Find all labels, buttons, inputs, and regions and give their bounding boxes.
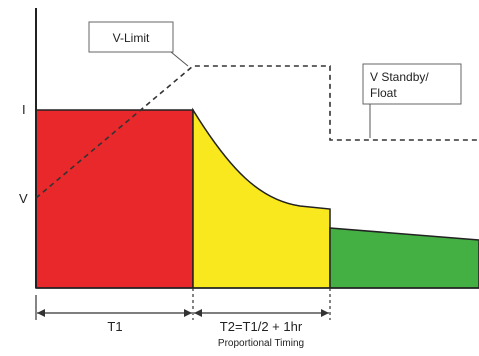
proportional-timing-label: Proportional Timing [218,338,304,349]
v-standby-label-line2: Float [370,86,397,100]
phase-3-region [329,227,479,289]
voltage-axis-label: V [19,191,28,206]
v-standby-label-line1: V Standby/ [370,70,429,84]
v-standby-callout-box [362,63,462,105]
phase-2-region [192,107,331,289]
v-limit-callout-pointer [170,51,189,67]
t1-arrow-right [184,309,192,317]
t1-arrow-left [37,309,45,317]
current-axis-label: I [22,102,26,117]
voltage-curve [35,65,479,199]
t2-label: T2=T1/2 + 1hr [220,319,303,334]
v-limit-label: V-Limit [113,31,150,45]
phase-1-region [35,109,194,289]
v-limit-callout-box [88,21,174,53]
t2-arrow-left [194,309,202,317]
t2-arrow-right [321,309,329,317]
t1-label: T1 [107,319,122,334]
